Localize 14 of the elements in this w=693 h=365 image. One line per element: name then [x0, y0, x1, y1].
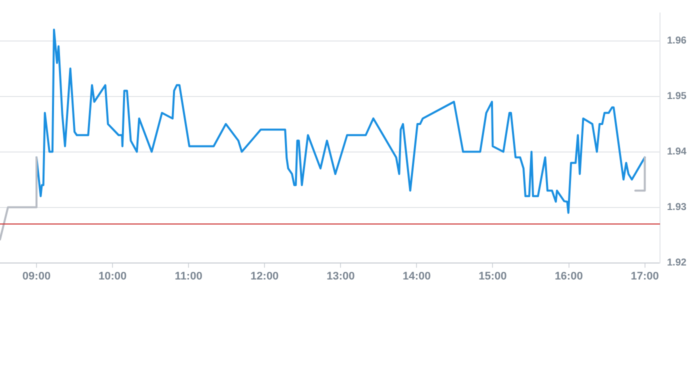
x-tick-label: 09:00: [22, 270, 51, 282]
y-tick-label: 1.95: [667, 91, 687, 102]
y-tick-label: 1.92: [667, 258, 687, 269]
x-tick-label: 12:00: [250, 270, 279, 282]
x-tick-label: 16:00: [554, 270, 583, 282]
x-tick-label: 14:00: [402, 270, 431, 282]
x-tick-label: 15:00: [478, 270, 507, 282]
y-tick-label: 1.96: [667, 36, 687, 47]
x-tick-label: 17:00: [630, 270, 659, 282]
x-tick-label: 13:00: [326, 270, 355, 282]
x-tick-label: 11:00: [174, 270, 202, 282]
y-tick-label: 1.93: [667, 202, 687, 214]
x-tick-label: 10:00: [98, 270, 127, 282]
y-tick-label: 1.94: [667, 146, 687, 158]
